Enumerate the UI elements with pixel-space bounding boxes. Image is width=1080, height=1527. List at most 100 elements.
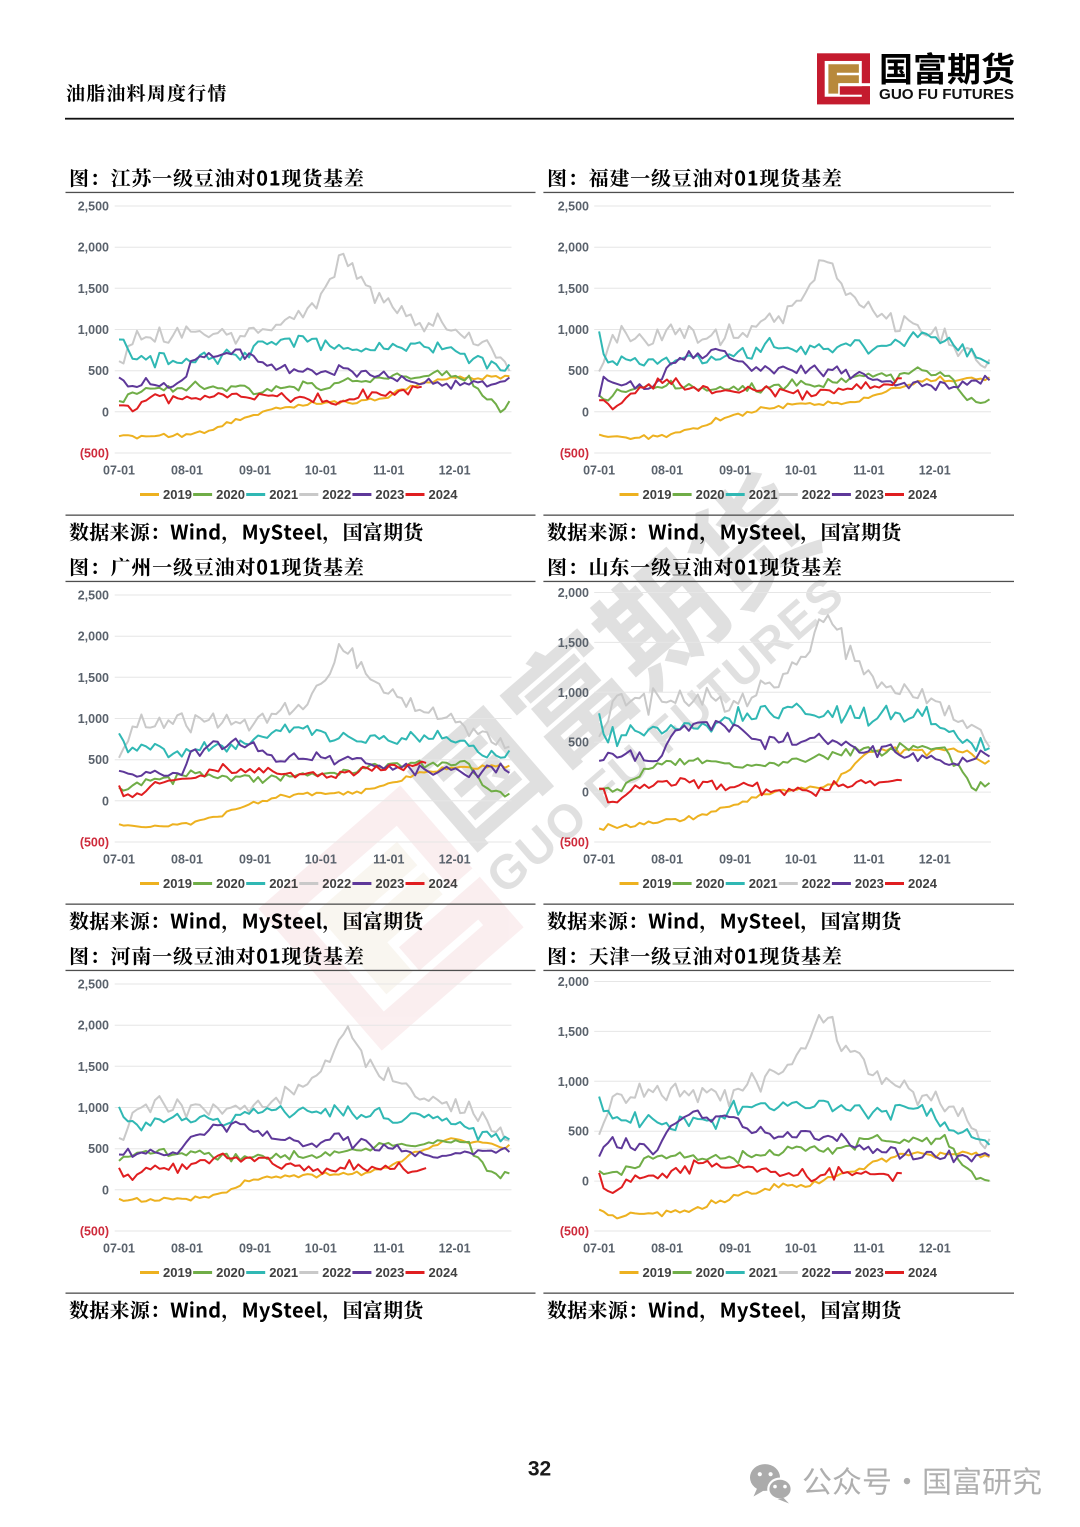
- svg-text:1,500: 1,500: [78, 671, 109, 685]
- svg-text:2020: 2020: [216, 1265, 245, 1280]
- svg-text:2,000: 2,000: [78, 241, 109, 255]
- svg-text:11-01: 11-01: [853, 852, 884, 866]
- svg-text:2,500: 2,500: [78, 200, 109, 214]
- svg-text:(500): (500): [560, 836, 589, 850]
- svg-text:07-01: 07-01: [583, 1241, 615, 1255]
- svg-text:2022: 2022: [322, 1265, 351, 1280]
- svg-text:11-01: 11-01: [373, 852, 404, 866]
- svg-text:1,500: 1,500: [78, 1060, 109, 1074]
- svg-text:10-01: 10-01: [785, 463, 817, 477]
- svg-text:1,000: 1,000: [558, 323, 589, 337]
- svg-text:2019: 2019: [643, 1265, 672, 1280]
- svg-text:2,000: 2,000: [558, 975, 589, 989]
- svg-text:2021: 2021: [269, 1265, 298, 1280]
- svg-text:11-01: 11-01: [373, 463, 404, 477]
- svg-text:10-01: 10-01: [305, 852, 337, 866]
- svg-text:2021: 2021: [749, 487, 778, 502]
- svg-text:09-01: 09-01: [239, 463, 271, 477]
- svg-text:500: 500: [568, 1125, 589, 1139]
- svg-text:2023: 2023: [855, 876, 884, 891]
- svg-text:0: 0: [102, 794, 109, 808]
- svg-text:07-01: 07-01: [103, 1241, 135, 1255]
- svg-text:1,500: 1,500: [558, 282, 589, 296]
- svg-text:(500): (500): [80, 836, 109, 850]
- svg-text:500: 500: [88, 364, 109, 378]
- svg-text:2019: 2019: [643, 487, 672, 502]
- svg-text:2019: 2019: [163, 1265, 192, 1280]
- svg-text:2022: 2022: [802, 1265, 831, 1280]
- svg-text:0: 0: [582, 786, 589, 800]
- svg-text:500: 500: [568, 736, 589, 750]
- svg-text:2023: 2023: [855, 1265, 884, 1280]
- svg-text:500: 500: [88, 753, 109, 767]
- svg-text:0: 0: [102, 1183, 109, 1197]
- svg-text:11-01: 11-01: [853, 463, 884, 477]
- svg-text:12-01: 12-01: [439, 852, 471, 866]
- svg-text:2024: 2024: [429, 876, 459, 891]
- svg-text:2,000: 2,000: [78, 630, 109, 644]
- svg-text:2020: 2020: [216, 487, 245, 502]
- svg-text:0: 0: [102, 405, 109, 419]
- svg-text:10-01: 10-01: [785, 1241, 817, 1255]
- svg-text:12-01: 12-01: [439, 1241, 471, 1255]
- svg-text:500: 500: [568, 364, 589, 378]
- svg-text:08-01: 08-01: [651, 1241, 683, 1255]
- svg-text:08-01: 08-01: [171, 1241, 203, 1255]
- svg-text:0: 0: [582, 1175, 589, 1189]
- svg-text:2,000: 2,000: [78, 1019, 109, 1033]
- svg-text:2024: 2024: [908, 876, 938, 891]
- svg-text:2024: 2024: [429, 1265, 459, 1280]
- svg-text:2023: 2023: [375, 876, 404, 891]
- svg-text:2019: 2019: [163, 876, 192, 891]
- svg-text:2021: 2021: [269, 487, 298, 502]
- svg-text:2022: 2022: [322, 876, 351, 891]
- svg-text:08-01: 08-01: [651, 463, 683, 477]
- svg-text:08-01: 08-01: [171, 463, 203, 477]
- svg-text:2023: 2023: [375, 487, 404, 502]
- svg-text:1,000: 1,000: [78, 323, 109, 337]
- svg-text:1,000: 1,000: [558, 686, 589, 700]
- svg-text:(500): (500): [560, 447, 589, 461]
- svg-text:1,500: 1,500: [558, 636, 589, 650]
- svg-text:07-01: 07-01: [583, 852, 615, 866]
- svg-text:2024: 2024: [908, 487, 938, 502]
- svg-text:2021: 2021: [749, 1265, 778, 1280]
- svg-text:12-01: 12-01: [919, 463, 951, 477]
- svg-text:2,000: 2,000: [558, 586, 589, 600]
- svg-text:2,500: 2,500: [78, 978, 109, 992]
- svg-text:12-01: 12-01: [439, 463, 471, 477]
- svg-text:2019: 2019: [643, 876, 672, 891]
- svg-text:(500): (500): [80, 1225, 109, 1239]
- svg-text:2020: 2020: [696, 876, 725, 891]
- svg-text:09-01: 09-01: [239, 852, 271, 866]
- svg-text:09-01: 09-01: [719, 1241, 751, 1255]
- svg-text:2024: 2024: [908, 1265, 938, 1280]
- svg-text:09-01: 09-01: [719, 852, 751, 866]
- svg-text:1,000: 1,000: [78, 712, 109, 726]
- svg-text:2023: 2023: [855, 487, 884, 502]
- svg-text:2,000: 2,000: [558, 241, 589, 255]
- svg-text:1,000: 1,000: [78, 1101, 109, 1115]
- svg-text:0: 0: [582, 405, 589, 419]
- svg-text:09-01: 09-01: [239, 1241, 271, 1255]
- svg-text:10-01: 10-01: [305, 463, 337, 477]
- svg-text:500: 500: [88, 1142, 109, 1156]
- svg-text:11-01: 11-01: [373, 1241, 404, 1255]
- svg-text:09-01: 09-01: [719, 463, 751, 477]
- svg-text:07-01: 07-01: [103, 852, 135, 866]
- svg-text:12-01: 12-01: [919, 852, 951, 866]
- svg-text:2022: 2022: [802, 876, 831, 891]
- svg-text:2020: 2020: [696, 487, 725, 502]
- svg-text:(500): (500): [80, 447, 109, 461]
- svg-text:2,500: 2,500: [78, 589, 109, 603]
- svg-text:(500): (500): [560, 1225, 589, 1239]
- svg-text:07-01: 07-01: [103, 463, 135, 477]
- svg-text:08-01: 08-01: [651, 852, 683, 866]
- svg-text:10-01: 10-01: [785, 852, 817, 866]
- svg-text:11-01: 11-01: [853, 1241, 884, 1255]
- svg-text:07-01: 07-01: [583, 463, 615, 477]
- svg-text:2020: 2020: [216, 876, 245, 891]
- svg-text:2022: 2022: [322, 487, 351, 502]
- svg-text:2022: 2022: [802, 487, 831, 502]
- svg-text:2019: 2019: [163, 487, 192, 502]
